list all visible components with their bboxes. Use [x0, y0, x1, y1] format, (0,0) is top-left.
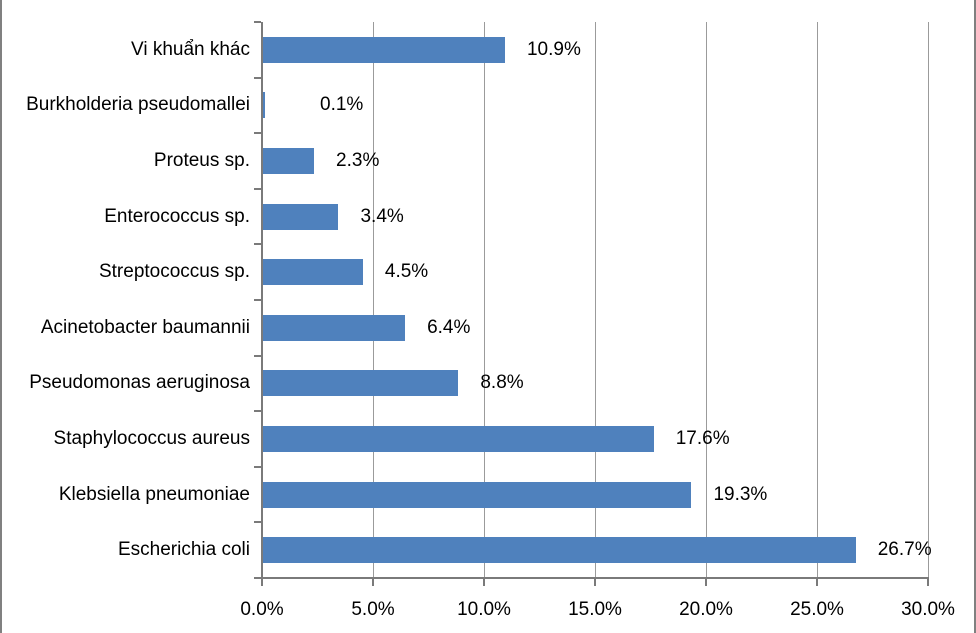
- major-gridline: [817, 22, 818, 578]
- value-axis-tick: [705, 578, 707, 586]
- data-label: 19.3%: [713, 483, 768, 505]
- major-gridline: [706, 22, 707, 578]
- category-label: Staphylococcus aureus: [53, 428, 250, 449]
- major-gridline: [484, 22, 485, 578]
- category-label: Burkholderia pseudomallei: [26, 94, 250, 116]
- category-axis-tick: [254, 21, 261, 23]
- category-axis-tick: [254, 132, 261, 135]
- major-gridline: [928, 22, 929, 578]
- value-axis-tick: [816, 578, 818, 586]
- category-axis-tick: [254, 76, 261, 79]
- category-label: Pseudomonas aeruginosa: [29, 372, 250, 394]
- bar: [263, 370, 459, 397]
- data-label: 4.5%: [384, 261, 429, 283]
- category-label: Klebsiella pneumoniae: [58, 483, 250, 505]
- x-axis-tick-label: 25.0%: [790, 599, 844, 620]
- bar: [263, 314, 406, 341]
- x-axis-tick-label: 20.0%: [679, 599, 733, 620]
- data-label: 6.4%: [427, 316, 471, 338]
- x-axis-tick-label: 10.0%: [457, 599, 511, 620]
- data-label: 2.3%: [336, 150, 380, 171]
- chart-left-border: [0, 0, 2, 633]
- category-label: Acinetobacter baumannii: [40, 316, 250, 338]
- value-axis-tick: [261, 578, 263, 586]
- data-label: 26.7%: [877, 539, 932, 561]
- bar: [263, 537, 856, 564]
- bar: [263, 426, 654, 452]
- data-label: 0.1%: [320, 94, 364, 116]
- major-gridline: [373, 22, 374, 578]
- x-axis-tick-label: 0.0%: [240, 599, 284, 620]
- value-axis-tick: [372, 578, 374, 586]
- category-label: Streptococcus sp.: [98, 261, 250, 283]
- x-axis-tick-label: 5.0%: [351, 599, 395, 620]
- chart-right-border: [974, 0, 976, 633]
- data-label: 8.8%: [480, 372, 524, 394]
- bar: [263, 36, 505, 63]
- category-label: Enterococcus sp.: [104, 205, 250, 227]
- category-axis-tick: [254, 521, 261, 524]
- bar: [263, 148, 315, 174]
- category-label: Proteus sp.: [153, 150, 250, 171]
- category-axis-tick: [254, 187, 261, 190]
- bar: [263, 92, 266, 119]
- data-label: 17.6%: [675, 428, 730, 449]
- x-axis-tick-label: 15.0%: [568, 599, 622, 620]
- category-axis-tick: [254, 243, 261, 246]
- bar: [263, 259, 363, 286]
- data-label: 3.4%: [360, 205, 404, 227]
- category-axis-tick: [254, 299, 261, 301]
- category-axis-line: [261, 22, 263, 578]
- category-axis-tick: [254, 465, 261, 468]
- major-gridline: [595, 22, 596, 578]
- category-axis-tick: [254, 354, 261, 357]
- category-axis-tick: [254, 410, 261, 413]
- bar: [263, 203, 339, 230]
- category-label: Escherichia coli: [118, 539, 250, 561]
- x-axis-tick-label: 30.0%: [901, 599, 955, 620]
- value-axis-tick: [594, 578, 596, 586]
- bar: [263, 481, 692, 508]
- value-axis-tick: [483, 578, 485, 586]
- value-axis-tick: [927, 578, 929, 586]
- data-label: 10.9%: [526, 38, 581, 60]
- value-axis-line: [254, 577, 929, 579]
- category-label: Vi khuẩn khác: [130, 38, 250, 60]
